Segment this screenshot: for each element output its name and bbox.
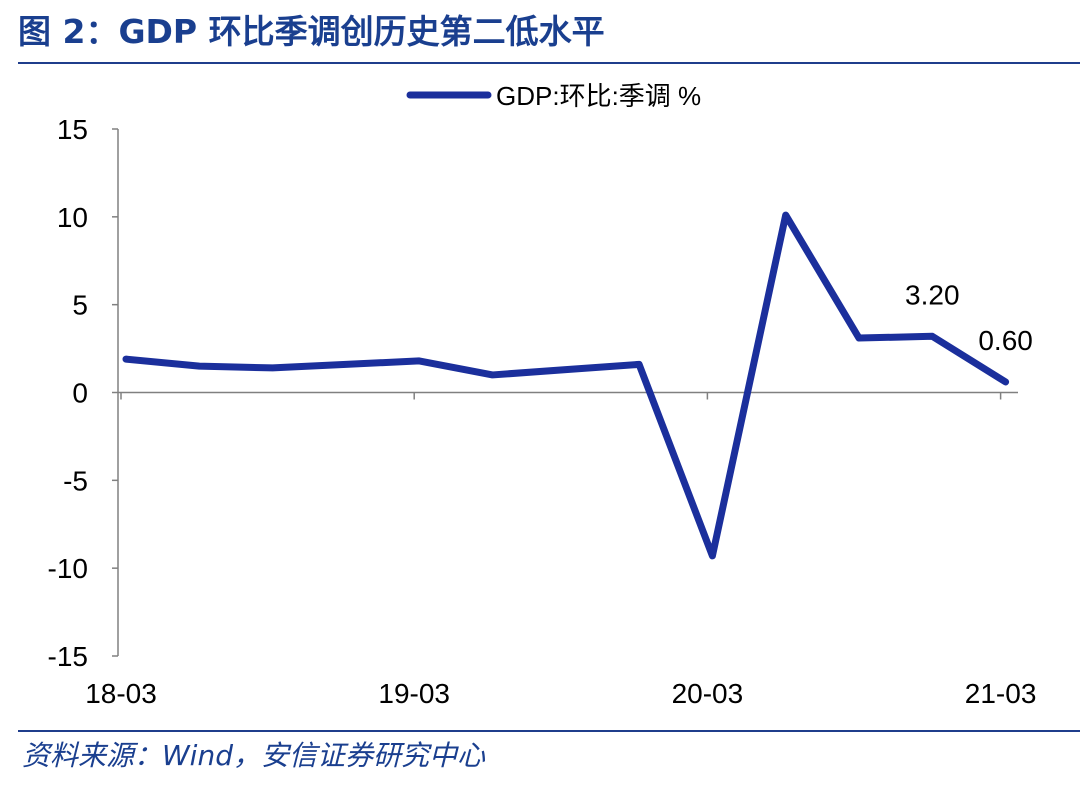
y-tick-label: -10 — [48, 553, 88, 584]
y-tick-label: 10 — [57, 202, 88, 233]
top-rule — [18, 62, 1080, 64]
data-point — [784, 213, 788, 217]
data-point — [417, 359, 421, 363]
data-point — [271, 366, 275, 370]
bottom-rule — [18, 730, 1080, 732]
data-label: 0.60 — [978, 325, 1033, 356]
x-tick-label: 18-03 — [85, 678, 157, 709]
source-note: 资料来源：Wind，安信证券研究中心 — [22, 739, 485, 772]
y-tick-label: -5 — [63, 465, 88, 496]
chart-axes — [112, 128, 1018, 657]
line-chart: 15 10 5 0 -5 -10 -15 18-03 19-03 20-03 21-03 3.20… — [48, 81, 1037, 709]
data-label: 3.20 — [905, 279, 960, 310]
annotation-layer: 3.20 0.60 — [905, 279, 1033, 356]
data-point — [710, 554, 714, 558]
figure-title: 图 2：GDP 环比季调创历史第二低水平 — [18, 12, 605, 51]
data-point — [197, 364, 201, 368]
x-tick-label: 20-03 — [672, 678, 744, 709]
series-layer — [122, 211, 1010, 560]
data-point — [930, 334, 934, 338]
data-point — [1004, 380, 1008, 384]
data-point — [857, 336, 861, 340]
y-tick-label: 5 — [72, 290, 88, 321]
x-tick-labels: 18-03 19-03 20-03 21-03 — [85, 678, 1036, 709]
legend: GDP:环比:季调 % — [406, 81, 701, 111]
y-tick-label: 0 — [72, 378, 88, 409]
y-tick-labels: 15 10 5 0 -5 -10 -15 — [48, 114, 88, 672]
x-tick-label: 19-03 — [378, 678, 450, 709]
legend-label: GDP:环比:季调 % — [496, 81, 701, 111]
series-line — [122, 211, 1010, 560]
y-tick-label: -15 — [48, 641, 88, 672]
data-point — [637, 362, 641, 366]
x-tick-label: 21-03 — [965, 678, 1037, 709]
data-point — [344, 362, 348, 366]
data-point — [564, 368, 568, 372]
data-point — [491, 373, 494, 377]
data-point — [124, 357, 128, 361]
y-tick-label: 15 — [57, 114, 88, 145]
